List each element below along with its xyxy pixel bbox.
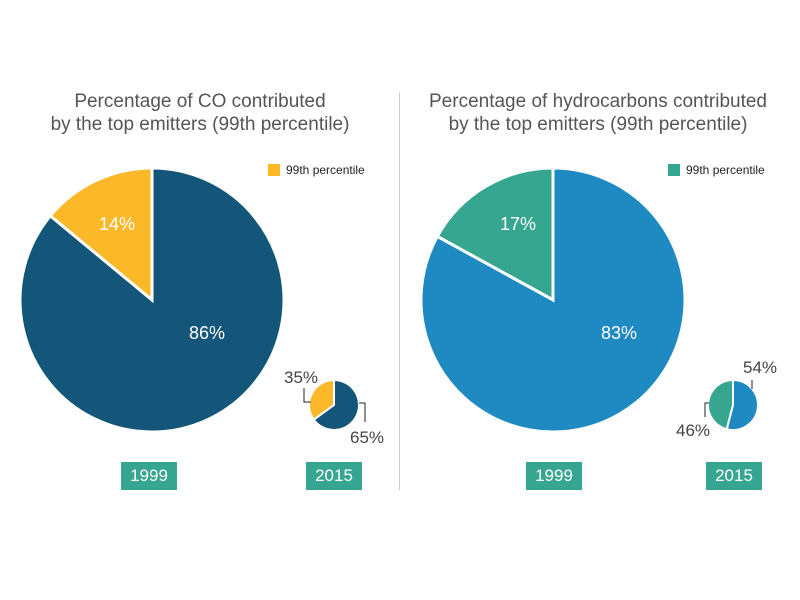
hc-2015-label-rest: 54%: [743, 358, 777, 377]
hc-2015-callout-top-emitters: [704, 402, 709, 417]
hc-1999-label-rest: 83%: [601, 323, 637, 343]
hc-chart-title: Percentage of hydrocarbons contributed b…: [398, 90, 798, 136]
hc-1999-label-top-emitters: 17%: [500, 214, 536, 234]
hc-2015-label-top-emitters: 46%: [676, 421, 710, 440]
hc-legend: 99th percentile: [668, 163, 765, 177]
co-legend-swatch: [268, 164, 280, 176]
co-2015-label-top-emitters: 35%: [284, 368, 318, 387]
hc-1999-slice-top-emitters: [435, 166, 555, 303]
hc-legend-label: 99th percentile: [686, 163, 765, 177]
co-1999-slice-top-emitters: [48, 166, 154, 304]
co-2015-callout-top-emitters: [303, 388, 311, 403]
hc-2015-slice-rest: [725, 378, 759, 431]
co-legend: 99th percentile: [268, 163, 365, 177]
co-1999-slice-rest: [18, 166, 286, 434]
co-title-line2: by the top emitters (99th percentile): [50, 114, 350, 135]
co-2015-label-rest: 65%: [350, 428, 384, 447]
co-2015-slice-top-emitters: [308, 378, 335, 422]
hc-legend-swatch: [668, 164, 680, 176]
co-title-line1: Percentage of CO contributed: [74, 91, 326, 112]
hc-title-line1: Percentage of hydrocarbons contributed: [429, 91, 767, 112]
co-legend-label: 99th percentile: [286, 163, 365, 177]
hc-1999-slice-rest: [419, 166, 687, 434]
co-2015-slice-rest: [312, 378, 360, 431]
panel-divider: [399, 92, 400, 490]
hc-year-2015-badge: 2015: [706, 462, 762, 490]
co-year-1999-badge: 1999: [121, 462, 177, 490]
co-2015-callout-rest: [359, 402, 366, 422]
hc-year-1999-badge: 1999: [526, 462, 582, 490]
co-1999-label-top-emitters: 14%: [99, 214, 135, 234]
co-1999-label-rest: 86%: [189, 323, 225, 343]
hc-2015-slice-top-emitters: [707, 378, 734, 431]
co-chart-title: Percentage of CO contributed by the top …: [0, 90, 400, 136]
hc-title-line2: by the top emitters (99th percentile): [448, 114, 748, 135]
co-year-2015-badge: 2015: [306, 462, 362, 490]
